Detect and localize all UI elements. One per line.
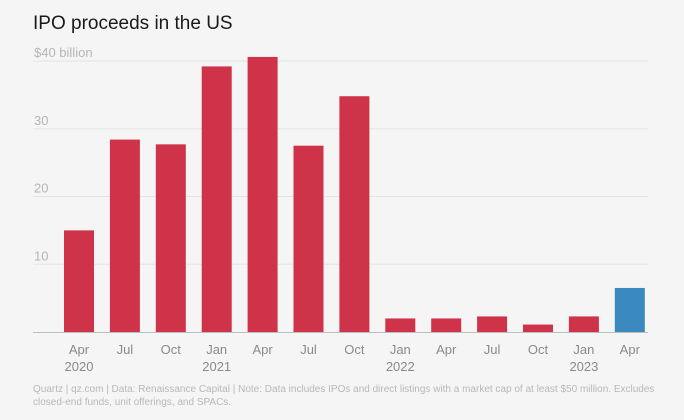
x-tick-year-label: 2022 bbox=[386, 359, 415, 374]
x-tick-label: Oct bbox=[161, 342, 182, 357]
bar bbox=[339, 96, 370, 332]
bar bbox=[431, 318, 462, 332]
x-tick-label: Apr bbox=[252, 342, 273, 357]
bars bbox=[64, 56, 645, 333]
bar bbox=[568, 316, 599, 332]
x-tick-label: Oct bbox=[528, 342, 549, 357]
bar bbox=[201, 66, 232, 333]
y-axis-ticks: $40 billion 30 20 10 bbox=[34, 45, 93, 263]
bar bbox=[385, 318, 416, 332]
y-tick-label: 30 bbox=[34, 113, 48, 128]
chart-title: IPO proceeds in the US bbox=[33, 13, 233, 34]
bar bbox=[64, 230, 94, 332]
x-tick-label: Jul bbox=[300, 342, 317, 357]
x-tick-year-label: 2020 bbox=[65, 359, 94, 374]
bar bbox=[477, 316, 508, 332]
y-tick-label: $40 billion bbox=[34, 45, 93, 60]
x-tick-label: Apr bbox=[69, 342, 90, 357]
bar bbox=[523, 324, 553, 332]
x-tick-label: Jan bbox=[390, 342, 411, 357]
y-tick-label: 10 bbox=[34, 248, 48, 263]
x-tick-label: Jan bbox=[206, 342, 227, 357]
bar bbox=[247, 56, 278, 333]
x-tick-label: Jul bbox=[484, 342, 501, 357]
bar bbox=[155, 144, 186, 332]
source-footnote: Quartz | qz.com | Data: Renaissance Capi… bbox=[33, 384, 655, 408]
x-tick-year-label: 2023 bbox=[569, 359, 598, 374]
x-tick-label: Apr bbox=[436, 342, 457, 357]
x-tick-label: Jul bbox=[117, 342, 134, 357]
x-tick-label: Oct bbox=[344, 342, 365, 357]
bar bbox=[293, 145, 324, 332]
x-tick-year-label: 2021 bbox=[202, 359, 231, 374]
bar bbox=[109, 139, 140, 332]
x-tick-label: Jan bbox=[573, 342, 594, 357]
bar-highlighted bbox=[614, 287, 645, 332]
x-tick-label: Apr bbox=[620, 342, 641, 357]
x-axis-ticks: Apr 2020 Jul Oct Jan 2021 Apr Jul Oct Jan 2022 Apr J… bbox=[65, 342, 641, 374]
y-tick-label: 20 bbox=[34, 181, 48, 196]
